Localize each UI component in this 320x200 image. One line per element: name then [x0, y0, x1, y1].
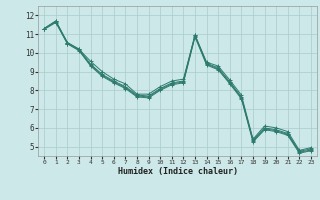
- X-axis label: Humidex (Indice chaleur): Humidex (Indice chaleur): [118, 167, 238, 176]
